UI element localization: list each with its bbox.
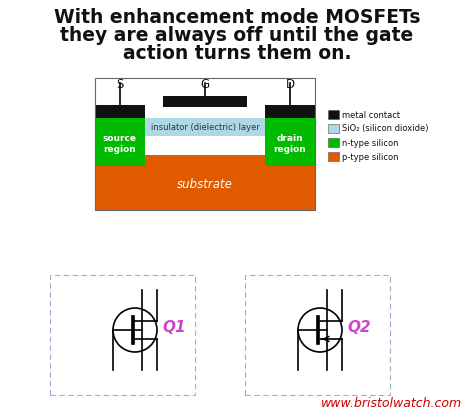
Bar (163, 96, 247, 107)
Text: Q2: Q2 (347, 319, 371, 334)
Text: source
region: source region (103, 134, 137, 154)
Text: SiO₂ (silicon dioxide): SiO₂ (silicon dioxide) (342, 125, 428, 133)
Text: p-type silicon: p-type silicon (342, 153, 399, 161)
Bar (95, 118, 145, 166)
Bar (328, 138, 339, 147)
Bar (328, 152, 339, 161)
Bar (245, 275, 390, 395)
Bar (265, 105, 315, 118)
Text: S: S (116, 78, 124, 91)
Text: G: G (201, 78, 210, 91)
Text: With enhancement mode MOSFETs: With enhancement mode MOSFETs (54, 8, 420, 27)
Bar (95, 155, 315, 210)
Text: substrate: substrate (177, 178, 233, 191)
Text: Q1: Q1 (162, 319, 186, 334)
Bar (265, 118, 315, 166)
Text: metal contact: metal contact (342, 110, 400, 120)
Bar (328, 124, 339, 133)
Bar (328, 110, 339, 119)
Bar (50, 275, 195, 395)
Text: D: D (285, 78, 294, 91)
Text: action turns them on.: action turns them on. (123, 44, 351, 63)
Text: www.bristolwatch.com: www.bristolwatch.com (321, 397, 462, 410)
Text: they are always off until the gate: they are always off until the gate (60, 26, 414, 45)
Bar (95, 78, 315, 210)
Bar (95, 105, 145, 118)
Bar (145, 118, 265, 136)
Text: drain
region: drain region (273, 134, 306, 154)
Text: n-type silicon: n-type silicon (342, 138, 399, 148)
Text: insulator (dielectric) layer: insulator (dielectric) layer (151, 123, 259, 133)
